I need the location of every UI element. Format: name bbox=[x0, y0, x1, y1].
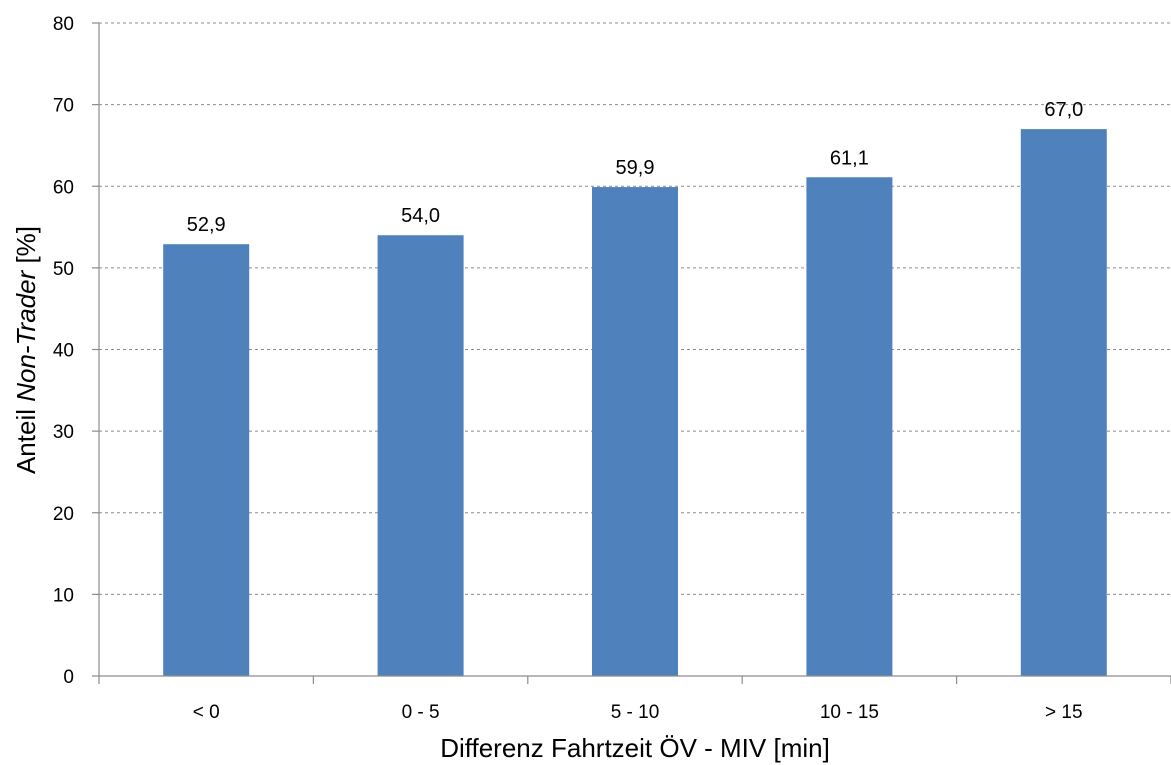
x-tick-label: 0 - 5 bbox=[402, 702, 440, 723]
y-axis-title-italic: Non-Trader bbox=[11, 269, 41, 401]
y-tick-label: 30 bbox=[53, 422, 74, 443]
y-tick-label: 80 bbox=[53, 14, 74, 35]
y-tick-label: 0 bbox=[63, 667, 74, 688]
bars bbox=[163, 129, 1107, 677]
y-tick-label: 50 bbox=[53, 259, 74, 280]
bar bbox=[163, 244, 250, 677]
y-axis-title: Anteil Non-Trader [%] bbox=[11, 226, 41, 474]
bar bbox=[377, 235, 464, 676]
y-tick-label: 40 bbox=[53, 341, 74, 362]
data-label: 61,1 bbox=[830, 147, 869, 169]
data-labels: 52,9 54,0 59,9 61,1 67,0 bbox=[187, 99, 1084, 236]
data-label: 67,0 bbox=[1044, 99, 1083, 121]
bar bbox=[806, 177, 893, 677]
bar bbox=[1020, 129, 1107, 677]
y-tick-label: 60 bbox=[53, 177, 74, 198]
data-label: 59,9 bbox=[616, 157, 655, 179]
y-axis-title-prefix: Anteil bbox=[11, 402, 41, 474]
y-tick-label: 10 bbox=[53, 585, 74, 606]
x-tick-label: 10 - 15 bbox=[820, 702, 879, 723]
data-label: 52,9 bbox=[187, 214, 226, 236]
data-label: 54,0 bbox=[401, 205, 440, 227]
bar bbox=[592, 187, 678, 676]
y-tick-label: 70 bbox=[53, 96, 74, 117]
y-tick-labels: 0 10 20 30 40 50 60 70 80 bbox=[53, 14, 74, 688]
y-axis-title-suffix: [%] bbox=[11, 226, 41, 271]
y-tick-label: 20 bbox=[53, 504, 74, 525]
x-tick-label: < 0 bbox=[193, 702, 220, 723]
axes bbox=[92, 22, 1171, 684]
x-tick-label: 5 - 10 bbox=[611, 702, 660, 723]
x-tick-labels: < 0 0 - 5 5 - 10 10 - 15 > 15 bbox=[193, 702, 1083, 723]
x-axis-title: Differenz Fahrtzeit ÖV - MIV [min] bbox=[440, 733, 830, 763]
x-tick-label: > 15 bbox=[1045, 702, 1083, 723]
